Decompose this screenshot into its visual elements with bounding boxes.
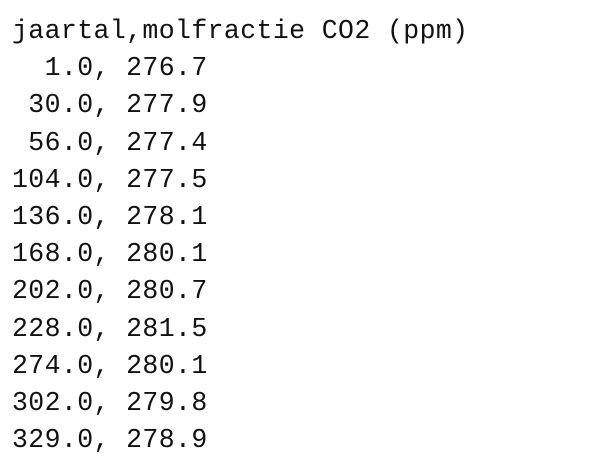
csv-data-line: 329.0, 278.9 [12,425,208,456]
csv-data-line: 136.0, 278.1 [12,201,208,232]
csv-data-line: 104.0, 277.5 [12,164,208,195]
csv-header-line: jaartal,molfractie CO2 (ppm) [12,16,469,46]
csv-data-line: 302.0, 279.8 [12,387,208,418]
csv-text-document: jaartal,molfractie CO2 (ppm) 1.0, 276.7 … [12,13,582,459]
csv-data-line: 56.0, 277.4 [12,127,208,158]
csv-data-line: 228.0, 281.5 [12,313,208,344]
csv-data-line: 274.0, 280.1 [12,350,208,381]
csv-data-line: 202.0, 280.7 [12,276,208,307]
csv-data-line: 1.0, 276.7 [12,53,208,84]
csv-data-line: 168.0, 280.1 [12,239,208,270]
csv-data-line: 30.0, 277.9 [12,90,208,121]
